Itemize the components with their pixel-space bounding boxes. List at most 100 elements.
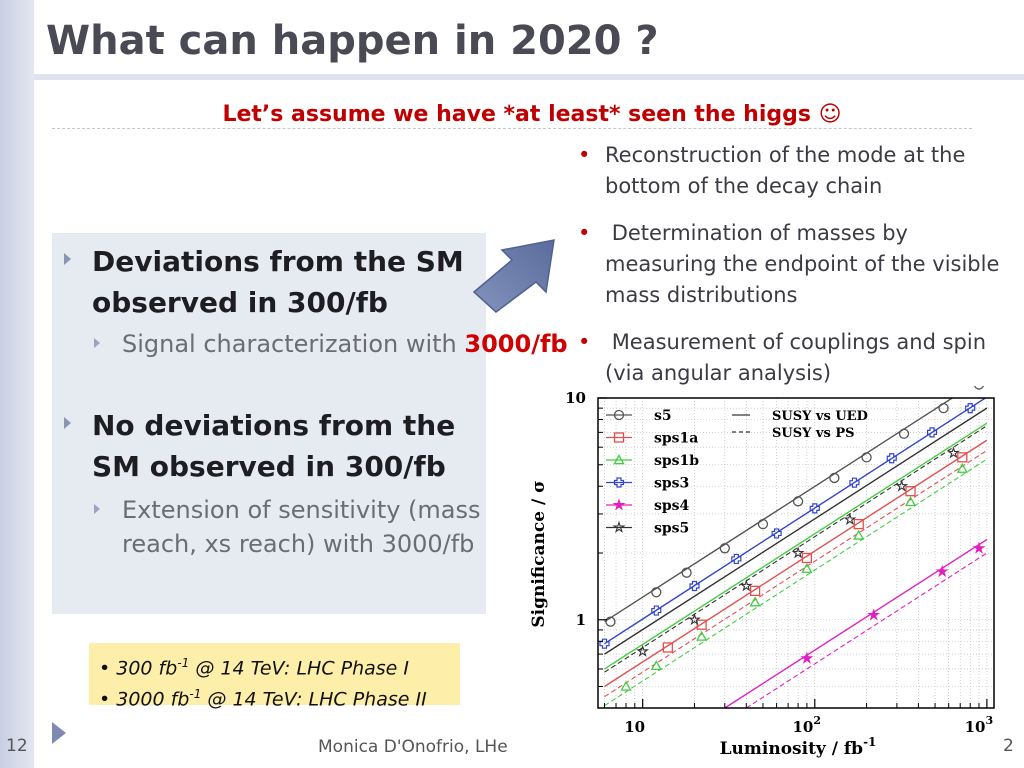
scenario-panel: Deviations from the SM observed in 300/f…: [52, 233, 568, 614]
x-tick-label: 10: [624, 718, 645, 736]
legend-label-sps5: sps5: [654, 521, 689, 537]
slide-subtitle: Let’s assume we have *at least* seen the…: [222, 102, 842, 127]
data-point-sps1b: [956, 462, 968, 473]
right-bullet-text: Measurement of couplings and spin (via a…: [605, 330, 993, 385]
data-point-sps3: [965, 403, 976, 414]
data-point-sps3: [849, 477, 860, 488]
x-axis-label: Luminosity / fb-1: [720, 735, 877, 759]
data-point-sps3: [771, 528, 782, 539]
data-point-sps1a: [853, 518, 864, 530]
data-point-sps1b: [749, 596, 761, 607]
bullet-dot-icon: •: [578, 221, 591, 245]
data-point-sps5: [947, 446, 961, 459]
note-text: @ 14 TeV: LHC Phase I: [189, 657, 410, 680]
chevron-right-icon: [94, 338, 100, 348]
legend-marker-s5: [613, 409, 625, 421]
bullet-dot-icon: •: [578, 143, 591, 167]
series-line-sps1a: [604, 439, 988, 688]
legend-label-sps4: sps4: [654, 498, 690, 514]
data-point-s5: [792, 496, 804, 507]
legend-style-label: SUSY vs PS: [772, 426, 854, 441]
data-point-sps1a: [957, 452, 968, 463]
right-bullet-item: • Measurement of couplings and spin (via…: [578, 327, 1018, 389]
right-bullet-item: • Reconstruction of the mode at the botto…: [578, 140, 1018, 202]
panel-subpoint-text: Extension of sensitivity (mass reach, xs…: [122, 496, 481, 558]
slide-number-right: 2: [1003, 736, 1014, 756]
title-divider: [34, 74, 1024, 80]
series-line-sps5: [604, 407, 988, 655]
data-point-s5: [974, 386, 984, 390]
y-tick-label: 10: [565, 389, 586, 407]
note-text: @ 14 TeV: LHC Phase II: [201, 688, 427, 711]
chevron-right-icon: [64, 417, 71, 429]
data-point-sps5: [843, 512, 857, 526]
data-point-sps3: [731, 553, 742, 565]
legend-label-sps1b: sps1b: [654, 453, 699, 469]
legend-marker-sps1b: [613, 454, 625, 465]
panel-point-text: Deviations from the SM observed in 300/f…: [92, 245, 464, 319]
data-point-sps1b: [696, 630, 708, 641]
legend-style-label: SUSY vs UED: [772, 409, 868, 424]
data-point-sps1a: [749, 585, 761, 597]
series-line-sps3: [604, 398, 987, 645]
data-point-sps1a: [662, 642, 673, 653]
right-bullet-item: • Determination of masses by measuring t…: [578, 218, 1018, 311]
slide-number-left: 12: [6, 736, 28, 756]
data-point-sps1b: [853, 529, 865, 540]
series-line-sps5: [604, 425, 988, 673]
legend-marker-sps1a: [613, 432, 625, 443]
data-point-sps1b: [650, 659, 662, 671]
series-lines-group: [604, 398, 988, 708]
series-line-s5: [604, 398, 954, 623]
significance-vs-luminosity-chart: 10 102 103 1 10 Luminosity / fb-1 Significance…: [529, 386, 995, 759]
data-point-sps4: [867, 608, 881, 621]
data-point-s5: [719, 543, 730, 554]
data-point-s5: [898, 428, 910, 439]
data-point-s5: [681, 567, 692, 578]
panel-subpoint-sensitivity: Extension of sensitivity (mass reach, xs…: [64, 493, 542, 561]
x-tick-label: 103: [965, 714, 994, 736]
series-line-sps1a: [604, 449, 988, 698]
data-point-sps1a: [696, 619, 707, 630]
data-point-sps5: [687, 613, 701, 626]
data-point-sps3: [689, 580, 700, 592]
panel-point-text: No deviations from the SM observed in 30…: [92, 409, 456, 483]
data-point-sps4: [972, 541, 986, 554]
data-point-sps1b: [620, 680, 632, 691]
panel-subpoint-characterization: Signal characterization with 3000/fb: [64, 327, 568, 361]
data-point-sps1a: [905, 486, 916, 497]
data-point-sps4: [800, 651, 814, 664]
data-point-sps5: [636, 644, 650, 657]
legend-label-sps3: sps3: [654, 476, 689, 492]
series-line-sps1b: [604, 422, 988, 670]
data-point-s5: [829, 472, 840, 484]
legend-marker-sps3: [613, 477, 625, 488]
legend-marker-sps4: [612, 498, 626, 511]
panel-point-deviations: Deviations from the SM observed in 300/f…: [64, 241, 512, 323]
data-point-s5: [938, 402, 949, 414]
luminosity-highlight: 3000/fb: [464, 330, 568, 358]
note-line-phase2: • 3000 fb-1 @ 14 TeV: LHC Phase II: [99, 687, 427, 711]
footer-author: Monica D'Onofrio, LHe: [318, 737, 508, 757]
data-point-sps3: [926, 427, 938, 438]
data-point-sps5: [739, 579, 753, 592]
y-axis-label: Significance / σ: [529, 480, 549, 627]
luminosity-note-box: • 300 fb-1 @ 14 TeV: LHC Phase I • 3000 …: [89, 643, 460, 711]
note-text: 3000 fb: [116, 688, 190, 711]
right-bullet-list: • Reconstruction of the mode at the botto…: [578, 140, 1018, 405]
data-point-sps1b: [904, 496, 917, 507]
data-point-sps3: [809, 503, 820, 514]
next-slide-icon[interactable]: [52, 722, 66, 744]
chevron-right-icon: [64, 253, 71, 265]
data-point-sps3: [886, 453, 897, 464]
right-bullet-text: Determination of masses by measuring the…: [605, 221, 1007, 307]
data-point-s5: [605, 616, 616, 627]
x-tick-label: 102: [793, 714, 822, 736]
series-line-sps1b: [604, 458, 988, 707]
data-point-s5: [861, 452, 872, 463]
panel-point-no-deviations: No deviations from the SM observed in 30…: [64, 405, 512, 487]
note-line-phase1: • 300 fb-1 @ 14 TeV: LHC Phase I: [99, 656, 410, 680]
series-line-sps4: [724, 538, 988, 708]
legend-label-s5: s5: [654, 408, 672, 424]
data-point-sps1b: [801, 562, 813, 573]
